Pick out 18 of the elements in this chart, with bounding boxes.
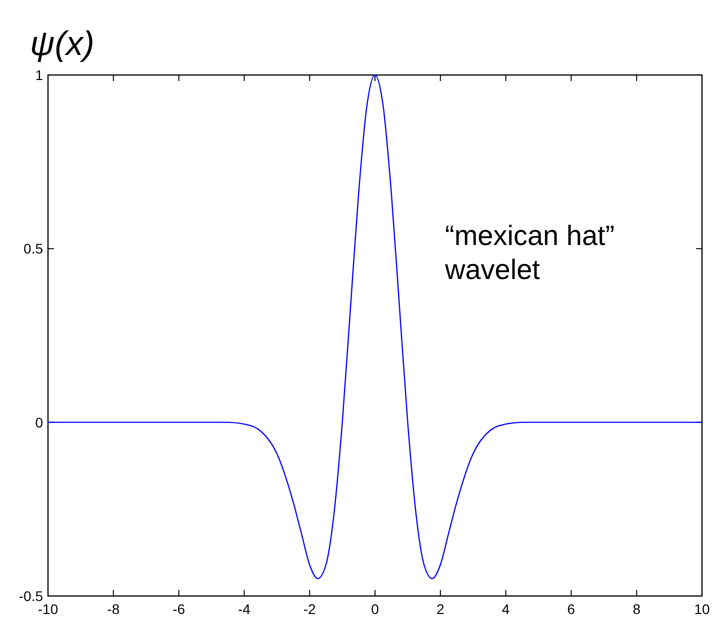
- x-tick-label: 4: [502, 601, 510, 617]
- x-tick-label: 10: [694, 601, 710, 617]
- y-tick-label: -0.5: [18, 588, 44, 604]
- x-tick-label: 2: [436, 601, 444, 617]
- x-tick-label: -2: [303, 601, 316, 617]
- y-tick-label: 0.5: [24, 240, 44, 257]
- x-tick-label: 0: [371, 601, 380, 617]
- chart-title: ψ(x): [30, 25, 94, 63]
- x-tick-label: -6: [172, 601, 186, 617]
- y-tick-label: 1: [35, 67, 44, 83]
- annotation: “mexican hat” wavelet: [444, 220, 615, 285]
- y-tick-label: 0: [35, 414, 44, 430]
- x-tick-label: -10: [38, 601, 58, 617]
- line-series: [47, 74, 703, 580]
- x-tick-label: 8: [632, 601, 641, 617]
- x-tick-label: -8: [107, 601, 120, 617]
- x-tick-label: -4: [238, 601, 251, 617]
- x-tick-label: 6: [567, 601, 576, 617]
